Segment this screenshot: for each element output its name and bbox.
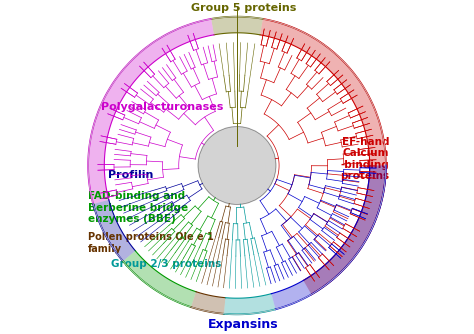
Polygon shape [211, 17, 263, 35]
Polygon shape [271, 166, 386, 309]
Text: Polygalacturonases: Polygalacturonases [101, 102, 223, 112]
Polygon shape [123, 251, 196, 307]
Text: EF-hand
Calcium
-binding
proteins: EF-hand Calcium -binding proteins [340, 137, 389, 181]
Text: Profilin: Profilin [108, 170, 153, 180]
Text: Pollen proteins Ole e 1
family: Pollen proteins Ole e 1 family [88, 232, 214, 254]
Text: FAD-binding and
Berberine bridge
enzymes (BBE): FAD-binding and Berberine bridge enzymes… [88, 191, 188, 224]
Polygon shape [88, 19, 214, 204]
Text: Group 5 proteins: Group 5 proteins [191, 3, 296, 13]
Circle shape [198, 127, 276, 204]
Polygon shape [224, 294, 275, 314]
Polygon shape [93, 200, 136, 261]
Polygon shape [260, 19, 386, 295]
Text: Group 2/3 proteins: Group 2/3 proteins [110, 260, 221, 269]
Text: Expansins: Expansins [208, 318, 279, 331]
Polygon shape [191, 292, 226, 314]
